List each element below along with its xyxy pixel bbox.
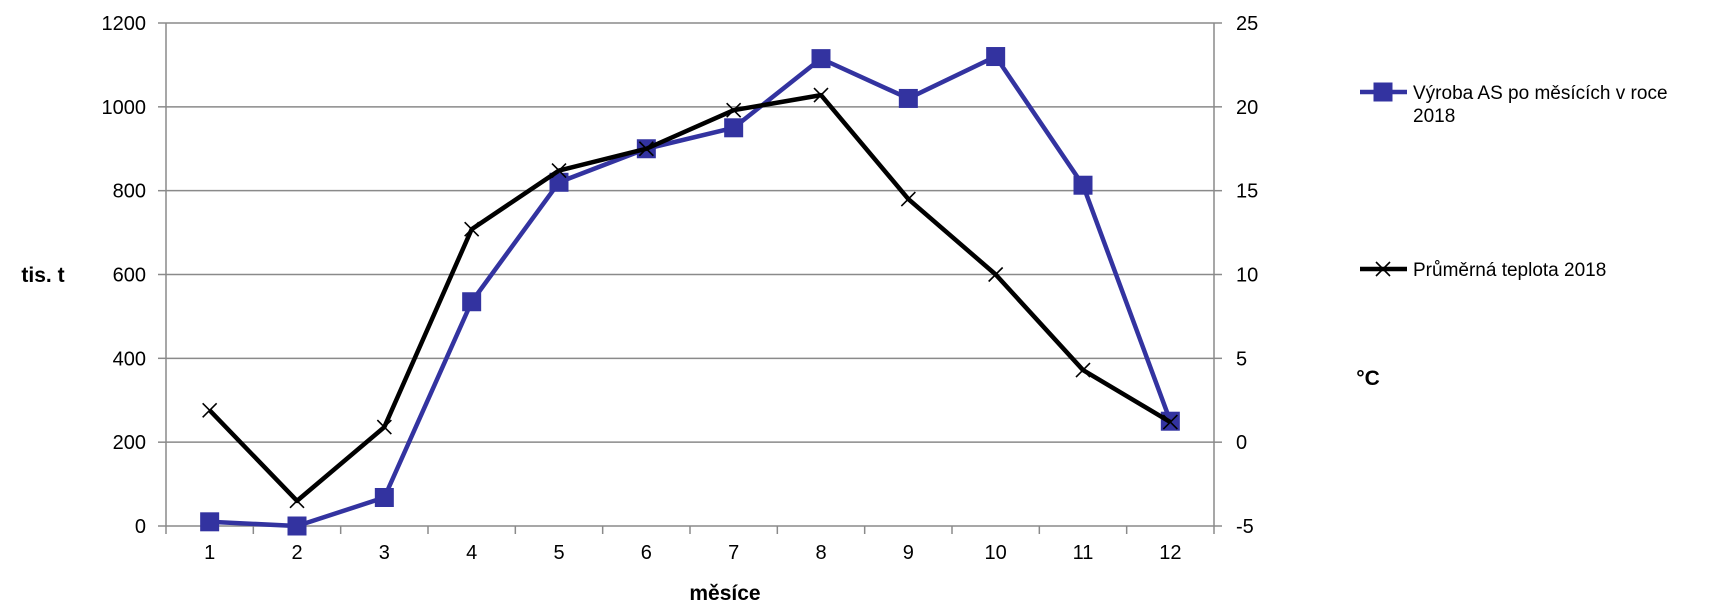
right-tick-label: 5	[1236, 348, 1247, 370]
marker-stroke	[988, 266, 1004, 283]
marker-stroke	[1375, 261, 1391, 277]
data-point	[200, 512, 220, 532]
axes	[158, 22, 1222, 534]
marker-stroke	[726, 102, 742, 118]
data-point	[898, 88, 918, 108]
left-tick-label: 1000	[102, 97, 147, 119]
left-tick-label: 200	[113, 432, 146, 454]
data-point	[1075, 362, 1091, 378]
legend-label: Průměrná teplota 2018	[1413, 260, 1606, 281]
marker-stroke	[1162, 414, 1178, 430]
x-tick-label: 5	[553, 542, 564, 564]
data-point	[1373, 82, 1393, 102]
left-tick-label: 600	[113, 265, 146, 287]
marker-stroke	[638, 141, 654, 157]
left-tick-label: 800	[113, 181, 146, 203]
data-point	[376, 419, 392, 435]
marker-stroke	[1075, 362, 1091, 378]
right-tick-label: -5	[1236, 516, 1254, 538]
data-point	[287, 516, 307, 536]
left-tick-label: 0	[135, 516, 146, 538]
marker-stroke	[376, 419, 392, 435]
data-point	[462, 292, 482, 312]
data-point	[638, 141, 654, 157]
right-tick-label: 20	[1236, 97, 1258, 119]
series-line	[208, 92, 1172, 504]
x-tick-label: 11	[1073, 542, 1094, 564]
marker-stroke	[202, 402, 218, 418]
x-tick-label: 8	[815, 542, 826, 564]
right-tick-label: 15	[1236, 181, 1258, 203]
right-tick-label: 0	[1236, 432, 1247, 454]
x-tick-label: 3	[379, 542, 390, 564]
x-tick-label: 10	[985, 542, 1007, 564]
left-tick-label: 1200	[102, 13, 147, 35]
marker-stroke	[464, 221, 480, 237]
left-axis-ticks: 0 200 400 600 800 1000 1200	[102, 13, 147, 538]
x-axis-title: měsíce	[689, 582, 760, 605]
x-tick-label: 6	[641, 542, 652, 564]
right-axis-title: °C	[1356, 367, 1380, 390]
marker-stroke	[289, 493, 305, 509]
series-2	[202, 87, 1178, 509]
marker-stroke	[813, 87, 829, 103]
legend-label: Výroba AS po měsících v roce	[1413, 83, 1668, 104]
data-point	[551, 162, 567, 179]
gridlines	[166, 22, 1214, 443]
right-axis-ticks: -5 0 5 10 15 20 25	[1236, 13, 1258, 538]
legend-label: 2018	[1413, 106, 1455, 127]
x-tick-label: 12	[1159, 542, 1181, 564]
right-tick-label: 25	[1236, 13, 1258, 35]
series-1	[200, 47, 1180, 536]
left-tick-label: 400	[113, 348, 146, 370]
right-tick-label: 10	[1236, 265, 1258, 287]
left-axis-title: tis. t	[21, 264, 64, 287]
marker-stroke	[551, 162, 567, 179]
data-point	[374, 487, 394, 507]
x-tick-label: 7	[728, 542, 739, 564]
data-point	[202, 402, 218, 418]
data-point	[811, 49, 831, 69]
data-point	[549, 172, 569, 192]
legend-item-2: Průměrná teplota 2018	[1360, 260, 1606, 281]
x-axis-ticks: 1 2 3 4 5 6 7 8 9 10 11 12	[204, 542, 1181, 564]
data-point	[813, 87, 829, 103]
x-tick-label: 1	[204, 542, 215, 564]
data-point	[1375, 261, 1391, 277]
data-point	[900, 191, 916, 207]
data-point	[289, 493, 305, 509]
data-point	[988, 266, 1004, 283]
data-point	[986, 47, 1006, 67]
series-group	[200, 47, 1180, 536]
x-tick-label: 9	[903, 542, 914, 564]
series-line	[209, 54, 1173, 529]
data-point	[1073, 175, 1093, 195]
data-point	[724, 118, 744, 138]
data-point	[726, 102, 742, 118]
x-tick-label: 2	[291, 542, 302, 564]
x-tick-label: 4	[466, 542, 477, 564]
marker-stroke	[900, 191, 916, 207]
data-point	[1162, 414, 1178, 430]
data-point	[464, 221, 480, 237]
